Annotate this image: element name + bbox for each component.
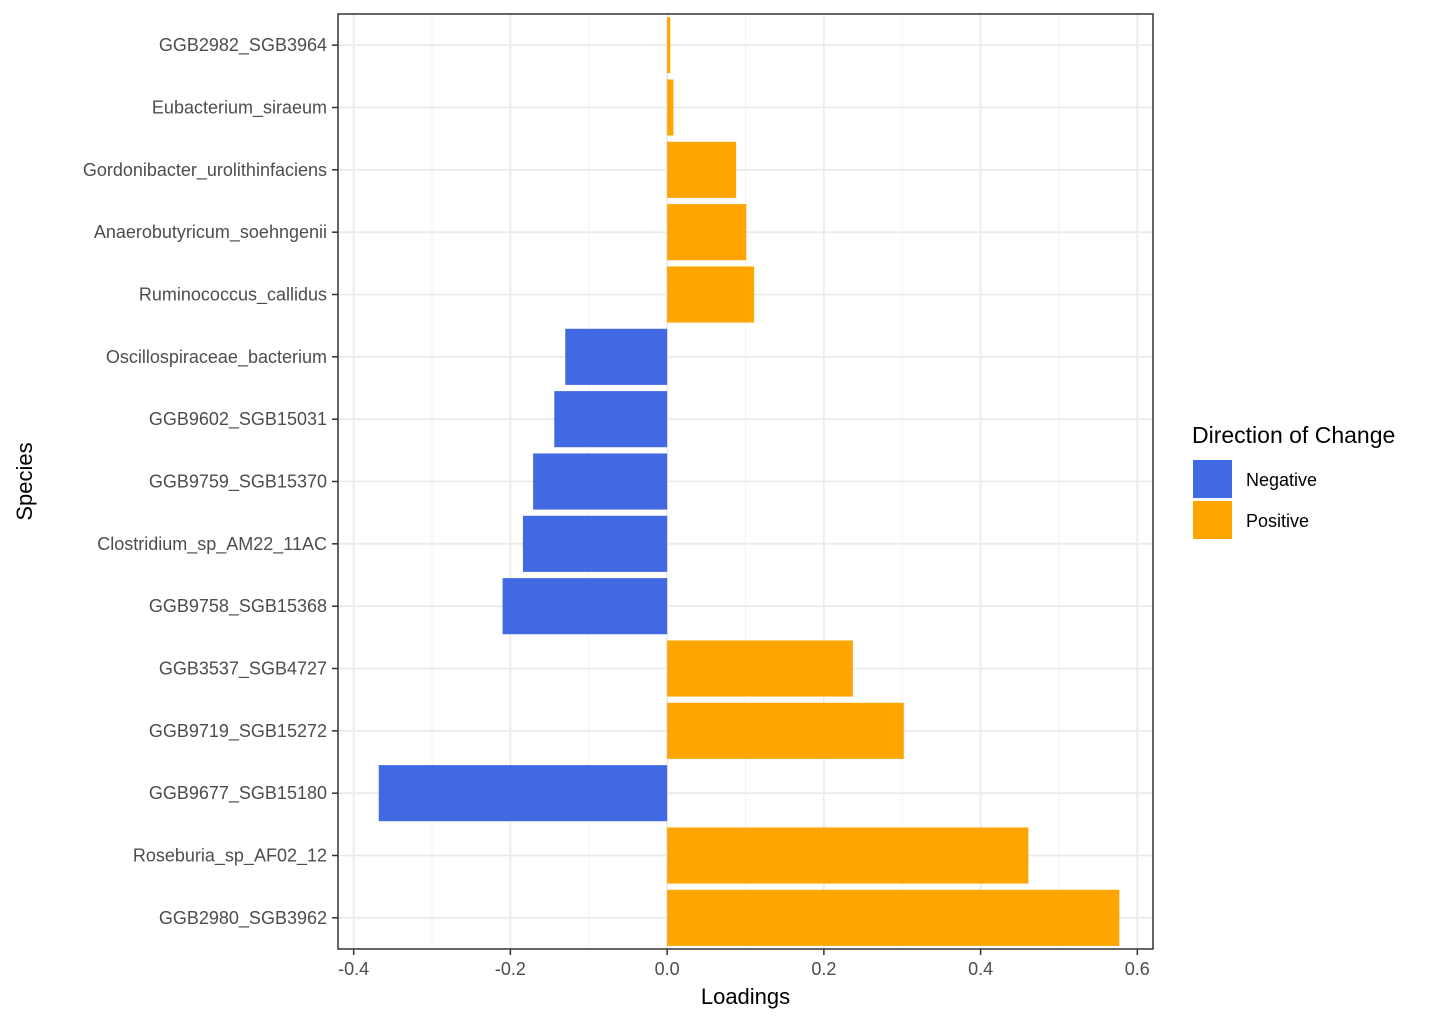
y-tick-label: GGB9758_SGB15368 <box>149 596 327 617</box>
y-tick-label: Oscillospiraceae_bacterium <box>106 347 327 368</box>
legend-key-negative <box>1193 460 1232 498</box>
bar-ggb2980-sgb3962 <box>667 889 1120 946</box>
bar-ggb9719-sgb15272 <box>667 702 904 759</box>
y-tick-label: Anaerobutyricum_soehngenii <box>94 222 327 243</box>
y-axis-ticks: GGB2982_SGB3964 Eubacterium_siraeum Gordon… <box>83 35 338 929</box>
x-axis-title: Loadings <box>701 984 790 1009</box>
x-tick-label: 0.2 <box>811 959 836 979</box>
bar-ruminococcus-callidus <box>667 266 755 323</box>
y-tick-label: Roseburia_sp_AF02_12 <box>133 846 327 867</box>
legend: Direction of Change Negative Positive <box>1192 422 1395 539</box>
bar-ggb9677-sgb15180 <box>378 765 668 822</box>
bar-anaerobutyricum-soehngenii <box>667 204 747 261</box>
y-tick-label: GGB2980_SGB3962 <box>159 908 327 929</box>
y-tick-label: GGB2982_SGB3964 <box>159 35 327 56</box>
bar-ggb9758-sgb15368 <box>502 578 668 635</box>
legend-label-positive: Positive <box>1246 511 1309 531</box>
x-axis-ticks: -0.4 -0.2 0.0 0.2 0.4 0.6 <box>338 949 1150 979</box>
x-tick-label: -0.4 <box>338 959 369 979</box>
bar-oscillospiraceae-bacterium <box>565 328 668 385</box>
y-tick-label: GGB9602_SGB15031 <box>149 409 327 430</box>
bar-gordonibacter-urolithinfaciens <box>667 141 737 198</box>
bar-roseburia-sp-af02-12 <box>667 827 1029 884</box>
x-tick-label: -0.2 <box>495 959 526 979</box>
bar-ggb2982-sgb3964 <box>667 17 671 74</box>
x-tick-label: 0.6 <box>1125 959 1150 979</box>
y-tick-label: Eubacterium_siraeum <box>152 98 327 119</box>
y-tick-label: Ruminococcus_callidus <box>139 285 327 306</box>
y-axis-title: Species <box>12 442 37 520</box>
y-tick-label: GGB3537_SGB4727 <box>159 659 327 680</box>
x-tick-label: 0.0 <box>655 959 680 979</box>
legend-label-negative: Negative <box>1246 470 1317 490</box>
x-tick-label: 0.4 <box>968 959 993 979</box>
y-tick-label: GGB9677_SGB15180 <box>149 783 327 804</box>
bar-ggb3537-sgb4727 <box>667 640 853 697</box>
bar-ggb9602-sgb15031 <box>554 391 668 448</box>
bar-ggb9759-sgb15370 <box>533 453 668 510</box>
y-tick-label: GGB9719_SGB15272 <box>149 721 327 742</box>
legend-title: Direction of Change <box>1192 422 1395 448</box>
bar-clostridium-sp-am22-11ac <box>522 515 668 572</box>
y-tick-label: Clostridium_sp_AM22_11AC <box>97 534 327 555</box>
bars <box>378 17 1120 946</box>
y-tick-label: Gordonibacter_urolithinfaciens <box>83 160 327 181</box>
y-tick-label: GGB9759_SGB15370 <box>149 472 327 493</box>
bar-eubacterium-siraeum <box>667 79 674 136</box>
legend-key-positive <box>1193 501 1232 539</box>
